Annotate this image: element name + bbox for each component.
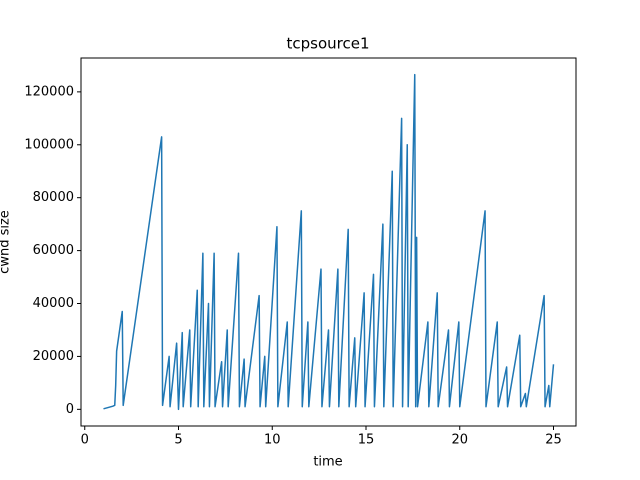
y-tick-label: 60000 xyxy=(33,243,74,258)
y-tick-label: 20000 xyxy=(33,349,74,364)
x-tick-label: 25 xyxy=(545,433,562,448)
x-tick-label: 5 xyxy=(174,433,182,448)
axes-frame xyxy=(80,57,577,427)
y-tick-label: 120000 xyxy=(24,84,74,99)
chart-title: tcpsource1 xyxy=(286,35,369,53)
y-tick-label: 80000 xyxy=(33,190,74,205)
x-tick-label: 0 xyxy=(81,433,89,448)
y-tick-label: 0 xyxy=(66,402,74,417)
y-tick-label: 40000 xyxy=(33,296,74,311)
y-tick-label: 100000 xyxy=(24,137,74,152)
y-axis-label: cwnd size xyxy=(0,210,13,274)
x-axis-label: time xyxy=(313,455,342,470)
x-tick-label: 15 xyxy=(358,433,375,448)
x-tick-label: 10 xyxy=(264,433,281,448)
data-line xyxy=(103,73,555,411)
x-tick-label: 20 xyxy=(451,433,468,448)
